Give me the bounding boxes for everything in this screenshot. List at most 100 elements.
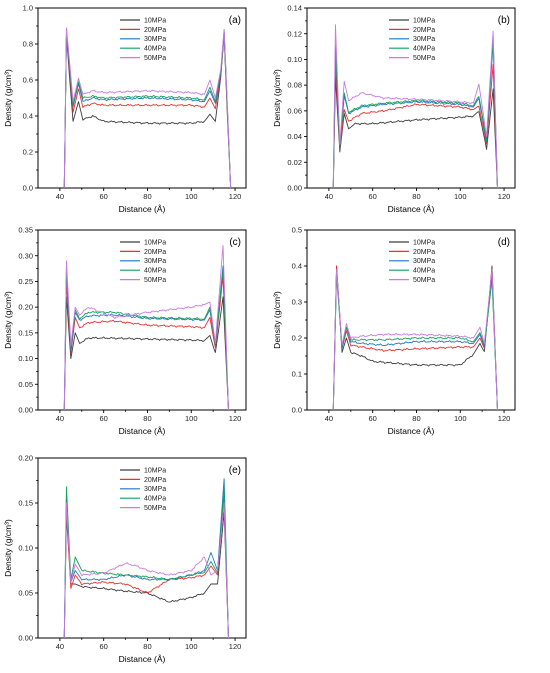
plot-frame: [37, 7, 247, 189]
x-tick-label: 80: [143, 642, 151, 651]
y-axis-title: Density (g/cm³): [272, 291, 282, 349]
series-line-40MPa: [63, 265, 229, 410]
legend-label: 50MPa: [144, 505, 166, 512]
series-line-50MPa: [332, 269, 498, 410]
y-tick-label: 0.1: [292, 370, 302, 379]
legend-label: 50MPa: [144, 55, 166, 62]
panel-label: (c): [229, 237, 241, 248]
panel-label: (a): [229, 15, 241, 26]
y-axis-title: Density (g/cm³): [3, 291, 13, 349]
y-tick-label: 0.4: [292, 262, 302, 271]
panel-b: 40 60 80 100 120 0.00 0.02 0.04 0.06 0.08 0.10 0.12…: [272, 4, 516, 214]
series-line-40MPa: [332, 276, 498, 410]
legend-label: 10MPa: [144, 467, 166, 474]
legend-label: 10MPa: [413, 17, 435, 24]
series-line-10MPa: [63, 511, 229, 638]
x-tick-label: 120: [229, 192, 242, 201]
series-line-30MPa: [332, 43, 498, 188]
y-tick-label: 0.00: [18, 406, 33, 415]
series-line-30MPa: [332, 269, 498, 410]
y-tick-label: 0.10: [18, 354, 33, 363]
x-tick-label: 40: [325, 192, 333, 201]
y-tick-label: 0.35: [18, 226, 33, 235]
y-tick-label: 0.3: [292, 298, 302, 307]
legend-label: 20MPa: [413, 249, 435, 256]
legend-label: 40MPa: [144, 268, 166, 275]
series-line-10MPa: [332, 265, 498, 410]
x-tick-label: 40: [56, 192, 64, 201]
y-tick-label: 0.30: [18, 251, 33, 260]
y-tick-label: 0.05: [18, 380, 33, 389]
x-tick-label: 40: [56, 642, 64, 651]
y-tick-label: 0.10: [18, 544, 33, 553]
y-tick-label: 0.25: [18, 277, 33, 286]
x-axis-title: Distance (Å): [119, 426, 166, 436]
y-tick-label: 0.2: [292, 334, 302, 343]
y-tick-label: 0.15: [18, 328, 33, 337]
legend-label: 30MPa: [413, 36, 435, 43]
x-axis-title: Distance (Å): [388, 204, 435, 214]
x-tick-label: 120: [498, 414, 511, 423]
panel-c: 40 60 80 100 120 0.00 0.05 0.10 0.15 0.20 0.25 0.30…: [3, 226, 247, 436]
legend-label: 40MPa: [144, 46, 166, 53]
legend-label: 10MPa: [144, 239, 166, 246]
series-line-10MPa: [63, 296, 229, 410]
panel-e: 40 60 80 100 120 0.00 0.05 0.10 0.15 0.20 Distance…: [3, 454, 247, 664]
legend-label: 20MPa: [144, 477, 166, 484]
x-tick-label: 100: [454, 414, 467, 423]
x-tick-label: 100: [185, 642, 198, 651]
x-tick-label: 120: [229, 642, 242, 651]
y-tick-label: 0.20: [18, 454, 33, 463]
y-tick-label: 0.4: [23, 112, 33, 121]
series-line-40MPa: [332, 35, 498, 188]
x-axis-title: Distance (Å): [119, 654, 166, 664]
y-tick-label: 1.0: [23, 4, 33, 13]
series-line-50MPa: [63, 27, 232, 188]
legend-label: 30MPa: [144, 486, 166, 493]
x-tick-label: 80: [412, 192, 420, 201]
y-tick-label: 0.2: [23, 148, 33, 157]
legend-label: 20MPa: [144, 27, 166, 34]
x-tick-label: 80: [412, 414, 420, 423]
series-line-10MPa: [332, 76, 498, 188]
legend-label: 40MPa: [144, 496, 166, 503]
x-tick-label: 60: [100, 192, 108, 201]
series-line-10MPa: [63, 34, 232, 188]
series-line-30MPa: [63, 30, 232, 188]
x-tick-label: 100: [454, 192, 467, 201]
y-tick-label: 0.08: [287, 81, 302, 90]
y-tick-label: 0.12: [287, 29, 302, 38]
series-line-40MPa: [63, 29, 232, 188]
x-tick-label: 60: [100, 414, 108, 423]
series-line-20MPa: [332, 62, 498, 188]
y-tick-label: 0.15: [18, 499, 33, 508]
y-tick-label: 0.8: [23, 40, 33, 49]
plot-frame: [306, 229, 516, 411]
series-line-50MPa: [332, 24, 498, 188]
y-tick-label: 0.06: [287, 106, 302, 115]
panel-d: 40 60 80 100 120 0.0 0.1 0.2 0.3 0.4 0.5 Distance (…: [272, 226, 516, 436]
legend-label: 40MPa: [413, 268, 435, 275]
legend-label: 50MPa: [413, 55, 435, 62]
y-axis-title: Density (g/cm³): [272, 69, 282, 127]
y-tick-label: 0.00: [18, 634, 33, 643]
series-line-30MPa: [63, 478, 229, 638]
series-line-20MPa: [63, 275, 229, 410]
legend-label: 30MPa: [413, 258, 435, 265]
legend-label: 50MPa: [413, 277, 435, 284]
panel-label: (b): [498, 15, 510, 26]
x-tick-label: 80: [143, 192, 151, 201]
x-tick-label: 120: [498, 192, 511, 201]
y-axis-title: Density (g/cm³): [3, 69, 13, 127]
x-tick-label: 100: [185, 192, 198, 201]
legend-label: 10MPa: [413, 239, 435, 246]
x-tick-label: 40: [325, 414, 333, 423]
series-line-20MPa: [63, 32, 232, 188]
x-tick-label: 80: [143, 414, 151, 423]
x-tick-label: 60: [100, 642, 108, 651]
legend-label: 20MPa: [144, 249, 166, 256]
series-line-30MPa: [63, 265, 229, 410]
series-line-20MPa: [332, 265, 498, 410]
legend-label: 30MPa: [144, 36, 166, 43]
y-tick-label: 0.02: [287, 158, 302, 167]
